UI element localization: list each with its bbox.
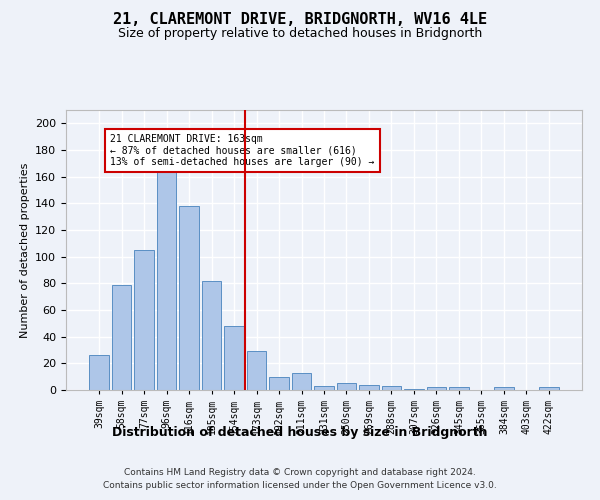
- Bar: [539, 388, 559, 390]
- Bar: [382, 386, 401, 390]
- Bar: [112, 284, 131, 390]
- Bar: [134, 250, 154, 390]
- Bar: [404, 388, 424, 390]
- Bar: [224, 326, 244, 390]
- Bar: [427, 388, 446, 390]
- Text: 21, CLAREMONT DRIVE, BRIDGNORTH, WV16 4LE: 21, CLAREMONT DRIVE, BRIDGNORTH, WV16 4L…: [113, 12, 487, 28]
- Bar: [269, 376, 289, 390]
- Text: Distribution of detached houses by size in Bridgnorth: Distribution of detached houses by size …: [112, 426, 488, 439]
- Text: Contains public sector information licensed under the Open Government Licence v3: Contains public sector information licen…: [103, 482, 497, 490]
- Bar: [449, 388, 469, 390]
- Text: Size of property relative to detached houses in Bridgnorth: Size of property relative to detached ho…: [118, 28, 482, 40]
- Bar: [247, 352, 266, 390]
- Bar: [337, 384, 356, 390]
- Bar: [157, 170, 176, 390]
- Y-axis label: Number of detached properties: Number of detached properties: [20, 162, 29, 338]
- Bar: [494, 388, 514, 390]
- Bar: [292, 372, 311, 390]
- Text: Contains HM Land Registry data © Crown copyright and database right 2024.: Contains HM Land Registry data © Crown c…: [124, 468, 476, 477]
- Bar: [89, 356, 109, 390]
- Bar: [314, 386, 334, 390]
- Bar: [202, 280, 221, 390]
- Bar: [359, 384, 379, 390]
- Bar: [179, 206, 199, 390]
- Text: 21 CLAREMONT DRIVE: 163sqm
← 87% of detached houses are smaller (616)
13% of sem: 21 CLAREMONT DRIVE: 163sqm ← 87% of deta…: [110, 134, 374, 167]
